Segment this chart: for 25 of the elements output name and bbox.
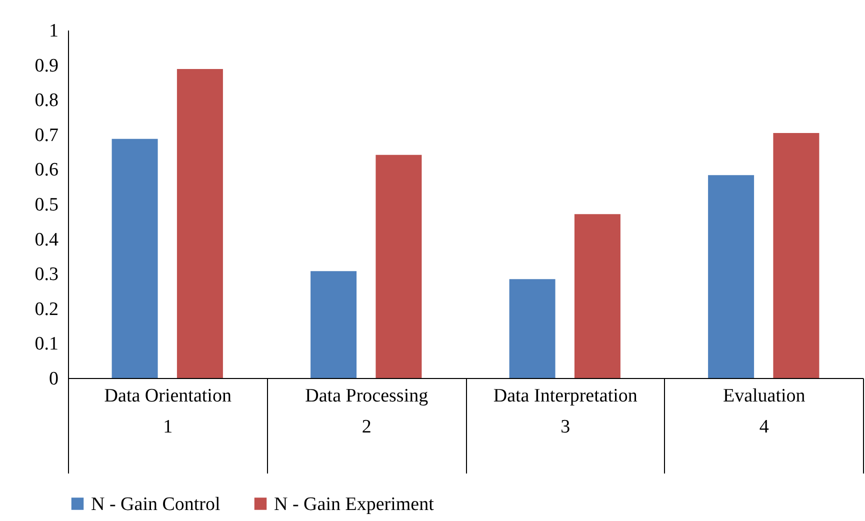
legend-label: N - Gain Experiment <box>274 494 435 515</box>
x-tick-label: Data Processing 2 <box>305 386 429 438</box>
bar <box>509 279 556 378</box>
bar <box>112 138 158 378</box>
bar <box>708 175 754 378</box>
x-tick-label: Evaluation 4 <box>722 386 806 438</box>
bar <box>574 214 620 378</box>
bar <box>773 133 820 378</box>
y-tick-label: 0.8 <box>34 90 58 112</box>
y-tick-label: 0.4 <box>34 229 59 250</box>
y-tick-label: 0.5 <box>34 194 58 216</box>
y-tick-label: 0.3 <box>34 264 58 286</box>
y-tick-label: 0.9 <box>34 55 58 76</box>
y-tick-label: 0 <box>49 368 58 390</box>
x-tick-label: Data Orientation 1 <box>104 386 232 438</box>
bar <box>310 271 357 378</box>
y-tick-label: 1 <box>49 20 58 42</box>
x-tick-label: Data Interpretation 3 <box>493 386 638 438</box>
y-tick-label: 0.7 <box>34 124 58 146</box>
y-tick-label: 0.1 <box>34 334 58 355</box>
legend-label: N - Gain Control <box>91 494 220 515</box>
y-tick-label: 0.6 <box>34 160 58 181</box>
y-tick-label: 0.2 <box>34 298 58 320</box>
bar <box>376 154 422 378</box>
bar <box>176 68 223 378</box>
